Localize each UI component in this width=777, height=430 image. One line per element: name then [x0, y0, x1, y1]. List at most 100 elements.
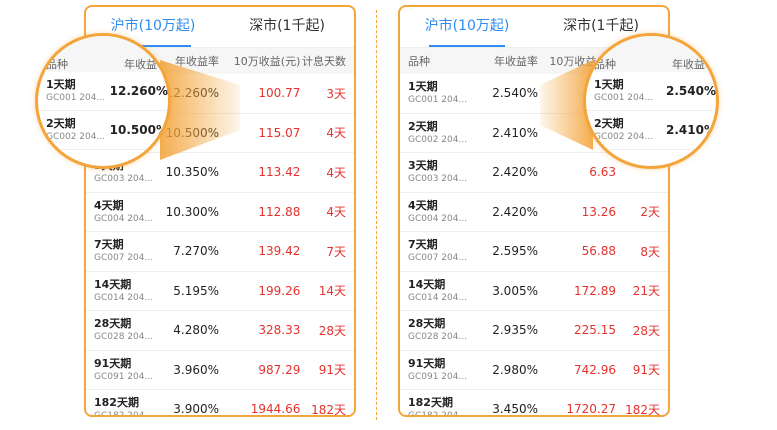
annual-rate: 5.195%	[173, 283, 220, 298]
income-value: 1720.27	[566, 402, 616, 417]
product-name: 3天期	[408, 159, 438, 173]
header-days[interactable]: 计息天数	[302, 55, 347, 68]
table-row[interactable]: 28天期 GC028 204... 2.935% 225.15 28天	[400, 311, 668, 351]
product-name: 28天期	[94, 317, 132, 331]
product-code: GC004 204...	[94, 213, 154, 224]
income-value: 172.89	[574, 283, 616, 298]
product-name: 182天期	[94, 396, 139, 410]
tab-shanghai[interactable]: 沪市(10万起)	[400, 7, 534, 47]
annual-rate: 10.500%	[109, 123, 168, 137]
annual-rate: 3.005%	[492, 283, 538, 298]
annual-rate: 2.540%	[492, 86, 538, 101]
product-cell: 7天期 GC007 204...	[400, 238, 480, 264]
header-annual-rate[interactable]: 年收益率	[494, 55, 538, 68]
product-cell: 91天期 GC091 204...	[86, 357, 158, 383]
product-code: GC001 204...	[46, 93, 106, 103]
left-panel-shanghai: 沪市(10万起) 深市(1千起) 品种 年收益率 10万收益(元) 计息天数 1…	[84, 5, 356, 417]
interest-days: 7天	[326, 244, 347, 259]
annual-rate: 12.260%	[109, 84, 168, 98]
header-product: 品种	[408, 55, 430, 68]
interest-days: 2天	[640, 205, 660, 220]
lens-header-product: 品种	[46, 58, 68, 71]
product-cell: 2天期 GC002 204...	[38, 117, 108, 143]
product-code: GC002 204...	[408, 134, 468, 145]
product-code: GC007 204...	[408, 253, 468, 264]
annual-rate: 3.960%	[173, 362, 220, 377]
tab-shenzhen[interactable]: 深市(1千起)	[563, 18, 639, 34]
product-code: GC002 204...	[594, 132, 654, 142]
income-value: 100.77	[258, 86, 301, 101]
tab-shenzhen[interactable]: 深市(1千起)	[249, 18, 325, 34]
product-code: GC003 204...	[94, 174, 154, 185]
header-annual-rate[interactable]: 年收益率	[175, 55, 220, 68]
product-name: 7天期	[94, 238, 124, 252]
lens-row: 2天期 GC002 204... 10.500%	[38, 111, 168, 150]
interest-days: 8天	[640, 244, 660, 259]
product-code: GC014 204...	[94, 292, 154, 303]
table-row[interactable]: 182天期 GC182 204... 3.450% 1720.27 182天	[400, 390, 668, 417]
product-cell: 28天期 GC028 204...	[400, 317, 480, 343]
product-code: GC028 204...	[94, 332, 154, 343]
table-row[interactable]: 4天期 GC004 204... 10.300% 112.88 4天	[86, 193, 354, 232]
product-code: GC182 204...	[408, 411, 468, 417]
annual-rate: 10.300%	[165, 204, 220, 219]
income-value: 139.42	[258, 244, 301, 259]
product-cell: 14天期 GC014 204...	[86, 278, 158, 304]
product-code: GC182 204...	[94, 411, 154, 417]
table-row[interactable]: 4天期 GC004 204... 2.420% 13.26 2天	[400, 193, 668, 232]
lens-row: 1天期 GC001 204... 2.540%	[586, 72, 716, 111]
annual-rate: 2.980%	[492, 362, 538, 377]
market-tabs: 沪市(10万起) 深市(1千起)	[400, 7, 668, 48]
annual-rate: 2.935%	[492, 323, 538, 338]
interest-days: 4天	[326, 126, 347, 141]
annual-rate: 2.420%	[492, 204, 538, 219]
product-cell: 182天期 GC182 204...	[400, 396, 480, 417]
product-code: GC091 204...	[94, 371, 154, 382]
table-row[interactable]: 14天期 GC014 204... 3.005% 172.89 21天	[400, 272, 668, 311]
beam-right	[540, 60, 593, 150]
table-row[interactable]: 7天期 GC007 204... 2.595% 56.88 8天	[400, 232, 668, 272]
annual-rate: 2.595%	[492, 244, 538, 259]
header-income[interactable]: 10万收益(元)	[233, 55, 301, 68]
table-row[interactable]: 2天期 GC002 204... 2.410%	[400, 114, 668, 153]
interest-days: 21天	[632, 284, 660, 299]
product-name: 4天期	[94, 198, 124, 212]
tab-shanghai[interactable]: 沪市(10万起)	[86, 7, 220, 47]
income-value: 742.96	[574, 362, 616, 377]
income-value: 225.15	[574, 323, 616, 338]
lens-rows: 1天期 GC001 204... 12.260% 2天期 GC002 204... 10.…	[38, 72, 168, 150]
product-name: 14天期	[408, 277, 446, 291]
table-row[interactable]: 3天期 GC003 204... 2.420% 6.63	[400, 153, 668, 193]
annual-rate: 2.410%	[666, 123, 716, 137]
table-row[interactable]: 14天期 GC014 204... 5.195% 199.26 14天	[86, 272, 354, 311]
magnifier-lens-right: 品种 年收益率 1天期 GC001 204... 2.540% 2天期 GC002 20…	[583, 33, 719, 169]
product-name: 2天期	[594, 117, 624, 130]
product-cell: 2天期 GC002 204...	[586, 117, 656, 143]
interest-days: 4天	[326, 165, 347, 180]
income-value: 987.29	[258, 362, 301, 377]
table-row[interactable]: 182天期 GC182 204... 3.900% 1944.66 182天	[86, 390, 354, 417]
table-row[interactable]: 1天期 GC001 204... 2.540%	[400, 74, 668, 114]
product-code: GC014 204...	[408, 292, 468, 303]
product-name: 91天期	[408, 356, 446, 370]
product-code: GC002 204...	[46, 132, 106, 142]
annual-rate: 2.540%	[666, 84, 716, 98]
interest-days: 4天	[326, 205, 347, 220]
interest-days: 3天	[326, 86, 347, 101]
product-cell: 1天期 GC001 204...	[586, 78, 656, 104]
lens-row: 1天期 GC001 204... 12.260%	[38, 72, 168, 111]
product-cell: 182天期 GC182 204...	[86, 396, 158, 417]
product-cell: 4天期 GC004 204...	[86, 199, 158, 225]
table-row[interactable]: 7天期 GC007 204... 7.270% 139.42 7天	[86, 232, 354, 272]
product-name: 7天期	[408, 238, 438, 252]
table-row[interactable]: 91天期 GC091 204... 2.980% 742.96 91天	[400, 351, 668, 390]
table-row[interactable]: 28天期 GC028 204... 4.280% 328.33 28天	[86, 311, 354, 351]
product-name: 1天期	[408, 80, 438, 94]
income-value: 6.63	[589, 165, 616, 180]
income-value: 1944.66	[250, 402, 301, 417]
product-name: 28天期	[408, 317, 446, 331]
table-row[interactable]: 91天期 GC091 204... 3.960% 987.29 91天	[86, 351, 354, 390]
product-cell: 91天期 GC091 204...	[400, 357, 480, 383]
lens-rows: 1天期 GC001 204... 2.540% 2天期 GC002 204... 2.41…	[586, 72, 716, 150]
